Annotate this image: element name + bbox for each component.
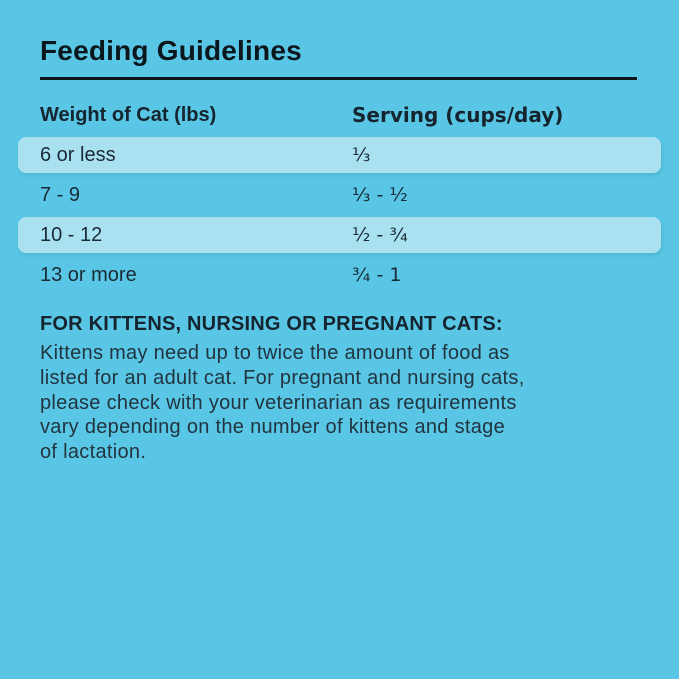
table-row: 6 or less ⅓ [18, 135, 661, 175]
weight-cell: 7 - 9 [40, 183, 81, 206]
title-divider [40, 77, 637, 80]
weight-cell: 10 - 12 [40, 223, 103, 246]
table-body: 6 or less ⅓ 7 - 9 ⅓ - ½ 10 - 12 ½ - ¾ 13… [18, 135, 661, 295]
page-title: Feeding Guidelines [40, 35, 302, 66]
weight-cell: 13 or more [40, 263, 137, 286]
serving-cell: ⅓ - ½ [352, 184, 408, 206]
table-header-row: Weight of Cat (lbs) Serving (cups/day) [40, 102, 639, 128]
table-row: 10 - 12 ½ - ¾ [18, 215, 661, 255]
weight-cell: 6 or less [40, 143, 116, 166]
kittens-note-heading: FOR KITTENS, NURSING OR PREGNANT CATS: [40, 313, 503, 335]
serving-cell: ½ - ¾ [352, 224, 408, 246]
kittens-note-body: Kittens may need up to twice the amount … [40, 342, 525, 464]
serving-cell: ⅓ [352, 144, 371, 166]
kittens-note: FOR KITTENS, NURSING OR PREGNANT CATS: K… [40, 311, 639, 465]
serving-cell: ¾ - 1 [352, 264, 402, 286]
table-row: 13 or more ¾ - 1 [40, 255, 639, 295]
column-header-serving: Serving (cups/day) [352, 103, 564, 127]
table-row: 7 - 9 ⅓ - ½ [40, 175, 639, 215]
column-header-weight: Weight of Cat (lbs) [40, 104, 217, 126]
